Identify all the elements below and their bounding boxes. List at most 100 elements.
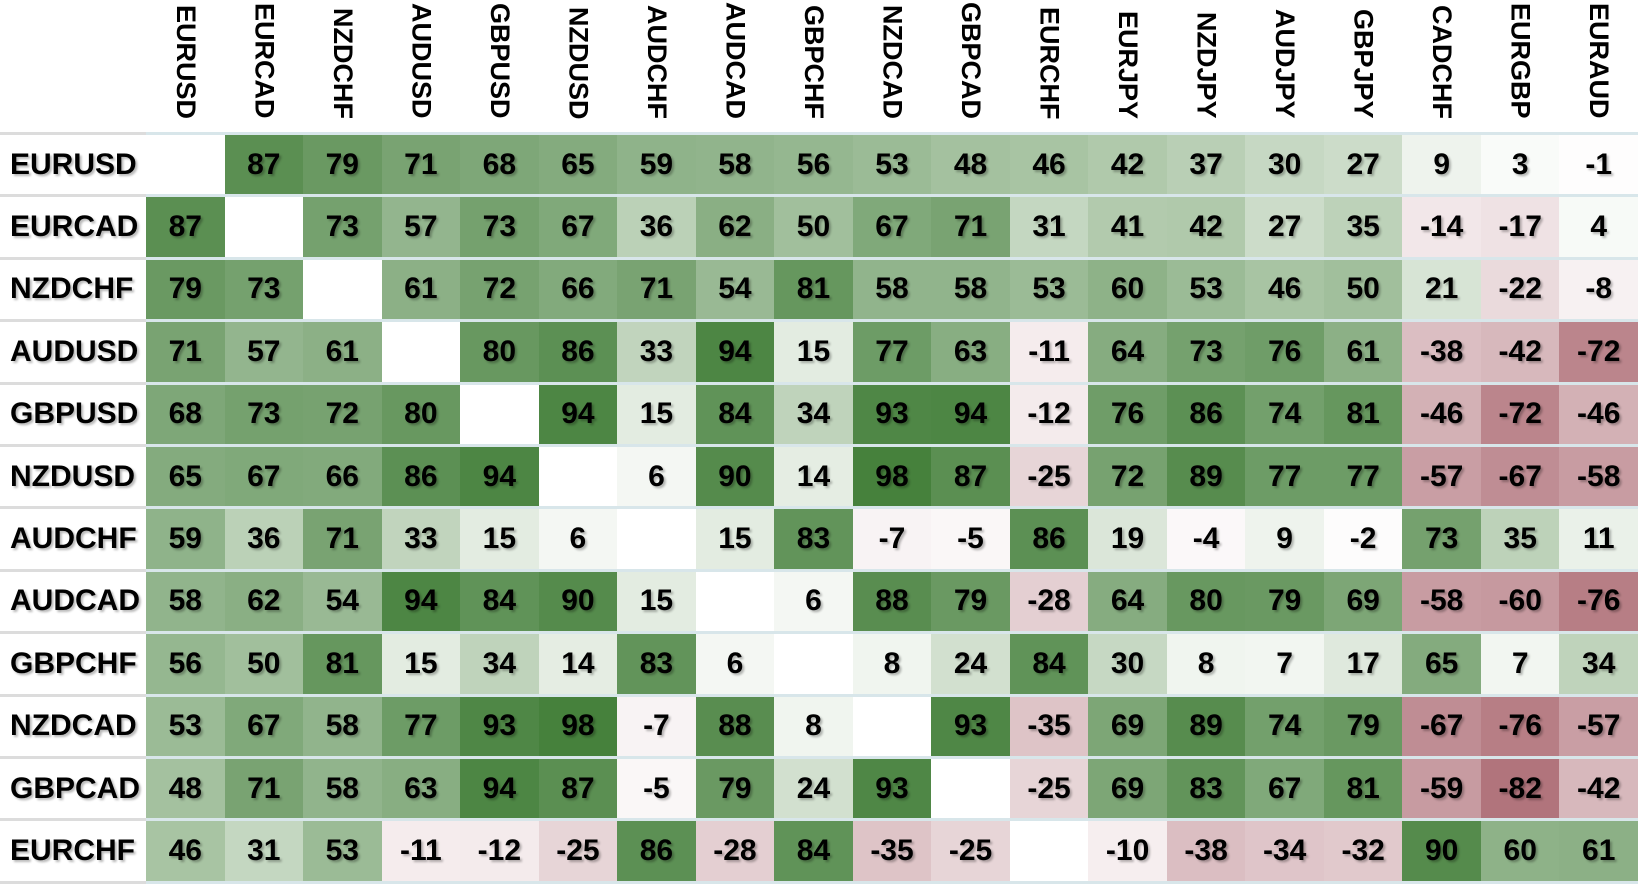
cell-gbpchf-nzdchf: 81 [303, 631, 382, 694]
bottom-edge [1323, 880, 1403, 884]
col-header-eurjpy: EURJPY [1088, 0, 1167, 132]
cell-nzdcad-audchf: -7 [617, 693, 696, 756]
bottom-edge [695, 880, 775, 884]
cell-audcad-audusd: 94 [381, 568, 461, 632]
cell-nzdcad-nzdjpy: 89 [1166, 693, 1246, 756]
cell-gbpcad-gbpjpy: 81 [1323, 755, 1403, 819]
cell-audchf-nzdusd: 6 [538, 506, 618, 569]
col-header-label: NZDCAD [877, 5, 908, 119]
cell-gbpcad-nzdchf: 58 [303, 755, 382, 819]
row-header-audusd: AUDUSD [0, 319, 146, 382]
cell-audusd-nzdcad: 77 [852, 319, 932, 382]
cell-eurchf-cadchf: 90 [1402, 818, 1481, 881]
cell-eurusd-nzdusd: 65 [538, 132, 618, 195]
cell-gbpchf-gbpcad: 24 [931, 631, 1010, 694]
cell-nzdcad-eurusd: 53 [146, 693, 225, 756]
cell-nzdchf-gbpjpy: 50 [1323, 256, 1403, 320]
cell-audchf-nzdjpy: -4 [1166, 506, 1246, 569]
cell-eurchf-audusd: -11 [381, 818, 461, 881]
cell-audusd-gbpusd: 80 [460, 319, 539, 382]
cell-gbpusd-audchf: 15 [617, 381, 696, 444]
cell-nzdchf-gbpchf: 81 [774, 256, 853, 320]
cell-gbpcad-cadchf: -59 [1402, 755, 1481, 819]
cell-nzdusd-audjpy: 77 [1245, 443, 1324, 507]
col-header-gbpchf: GBPCHF [774, 0, 853, 132]
cell-audchf-cadchf: 73 [1402, 506, 1481, 569]
cell-audcad-nzdusd: 90 [538, 568, 618, 632]
col-header-label: EURCHF [1034, 6, 1065, 120]
cell-audusd-eurcad: 57 [224, 319, 304, 382]
cell-audchf-gbpusd: 15 [460, 506, 539, 569]
cell-audusd-gbpjpy: 61 [1323, 319, 1403, 382]
cell-gbpcad-gbpusd: 94 [460, 755, 539, 819]
cell-gbpcad-audchf: -5 [617, 755, 696, 819]
cell-nzdcad-eurchf: -35 [1009, 693, 1089, 756]
cell-gbpchf-audjpy: 7 [1245, 631, 1324, 694]
cell-nzdusd-nzdchf: 66 [303, 443, 382, 507]
cell-diagonal [303, 256, 382, 320]
cell-nzdcad-gbpchf: 8 [774, 693, 853, 756]
cell-eurchf-eurgbp: 60 [1480, 818, 1560, 881]
cell-diagonal [774, 631, 853, 694]
cell-diagonal [852, 693, 932, 756]
cell-gbpcad-eurcad: 71 [224, 755, 304, 819]
col-header-gbpcad: GBPCAD [931, 0, 1010, 132]
row-header-nzdchf: NZDCHF [0, 256, 146, 320]
cell-eurusd-audcad: 58 [695, 132, 775, 195]
cell-audcad-eurchf: -28 [1009, 568, 1089, 632]
col-header-label: EURAUD [1584, 3, 1615, 119]
cell-nzdusd-nzdjpy: 89 [1166, 443, 1246, 507]
cell-diagonal [224, 194, 304, 257]
cell-nzdusd-eurusd: 65 [146, 443, 225, 507]
cell-eurusd-nzdjpy: 37 [1166, 132, 1246, 195]
cell-audchf-eurchf: 86 [1009, 506, 1089, 569]
cell-diagonal [460, 381, 539, 444]
cell-gbpchf-eurusd: 56 [146, 631, 225, 694]
row-header-audcad: AUDCAD [0, 568, 146, 632]
cell-eurcad-eurgbp: -17 [1480, 194, 1560, 257]
row-header-eurcad: EURCAD [0, 194, 146, 257]
cell-nzdcad-audusd: 77 [381, 693, 461, 756]
cell-nzdusd-euraud: -58 [1559, 443, 1638, 507]
cell-audchf-nzdchf: 71 [303, 506, 382, 569]
bottom-edge [381, 880, 461, 884]
col-header-label: NZDCHF [327, 8, 358, 119]
cell-eurcad-audjpy: 27 [1245, 194, 1324, 257]
cell-eurchf-audcad: -28 [695, 818, 775, 881]
cell-nzdchf-audusd: 61 [381, 256, 461, 320]
cell-audcad-nzdcad: 88 [852, 568, 932, 632]
cell-eurcad-nzdcad: 67 [852, 194, 932, 257]
col-header-audjpy: AUDJPY [1245, 0, 1324, 132]
col-header-label: AUDCHF [641, 5, 672, 119]
cell-nzdusd-eurcad: 67 [224, 443, 304, 507]
bottom-edge [852, 880, 932, 884]
cell-eurcad-gbpjpy: 35 [1323, 194, 1403, 257]
cell-audcad-eurgbp: -60 [1480, 568, 1560, 632]
cell-gbpusd-eurcad: 73 [224, 381, 304, 444]
cell-nzdusd-audcad: 90 [695, 443, 775, 507]
cell-gbpchf-eurcad: 50 [224, 631, 304, 694]
cell-nzdchf-nzdusd: 66 [538, 256, 618, 320]
cell-nzdcad-eurjpy: 69 [1088, 693, 1167, 756]
cell-audusd-nzdchf: 61 [303, 319, 382, 382]
cell-eurusd-nzdchf: 79 [303, 132, 382, 195]
cell-audcad-audjpy: 79 [1245, 568, 1324, 632]
cell-audchf-eurjpy: 19 [1088, 506, 1167, 569]
bottom-edge [1166, 880, 1246, 884]
bottom-edge [460, 880, 539, 884]
cell-nzdcad-cadchf: -67 [1402, 693, 1481, 756]
cell-audchf-euraud: 11 [1559, 506, 1638, 569]
cell-eurusd-eurcad: 87 [224, 132, 304, 195]
col-header-audcad: AUDCAD [695, 0, 775, 132]
cell-eurusd-euraud: -1 [1559, 132, 1638, 195]
cell-gbpusd-gbpjpy: 81 [1323, 381, 1403, 444]
col-header-cadchf: CADCHF [1402, 0, 1481, 132]
cell-eurchf-audchf: 86 [617, 818, 696, 881]
cell-gbpcad-nzdusd: 87 [538, 755, 618, 819]
col-header-eurchf: EURCHF [1009, 0, 1089, 132]
cell-nzdchf-cadchf: 21 [1402, 256, 1481, 320]
cell-nzdcad-gbpusd: 93 [460, 693, 539, 756]
cell-eurchf-gbpusd: -12 [460, 818, 539, 881]
cell-audcad-eurcad: 62 [224, 568, 304, 632]
col-header-label: NZDUSD [563, 6, 594, 120]
